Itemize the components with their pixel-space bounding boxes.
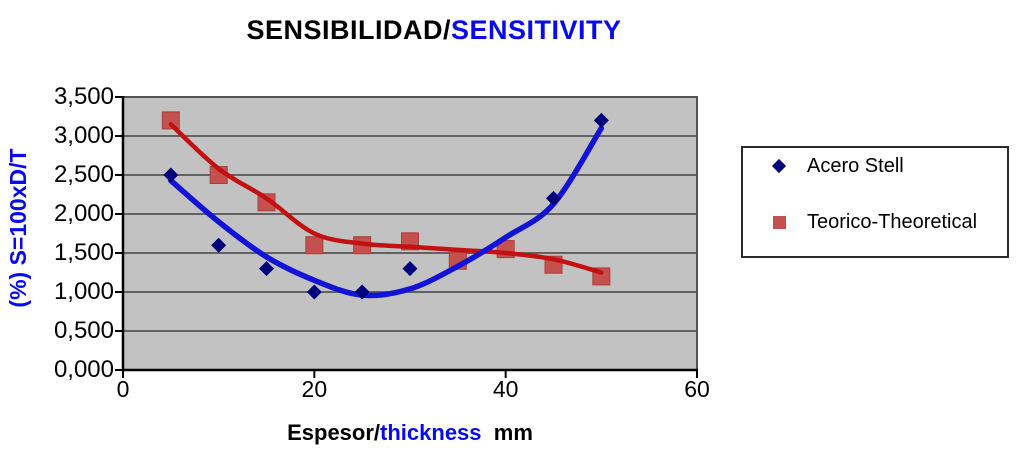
data-point-acero-stell [306,284,322,300]
x-axis-title-part1: Espesor/ [287,420,381,445]
chart-title-part1: SENSIBILIDAD/ [246,15,451,45]
x-axis-title: Espesor/thickness mm [123,420,697,446]
data-point-teorico-theoretical [305,236,324,255]
legend-item-teorico-theoretical: Teorico-Theoretical [763,208,977,236]
legend-marker-box [763,215,795,229]
data-point-teorico-theoretical [161,111,180,130]
legend-label-acero-stell: Acero Stell [807,154,904,177]
data-point-acero-stell [211,237,227,253]
legend-label-teorico-theoretical: Teorico-Theoretical [807,210,978,233]
legend-item-acero-stell: Acero Stell [763,152,904,180]
trend-line-teorico-theoretical [168,122,604,275]
data-point-acero-stell [593,112,609,128]
legend-marker-box [763,158,795,174]
square-marker-icon [772,215,786,229]
trend-line-acero-stell [168,125,605,299]
diamond-marker-icon [771,158,787,174]
chart-title: SENSIBILIDAD/SENSITIVITY [0,15,868,46]
data-point-acero-stell [354,284,370,300]
data-point-acero-stell [546,190,561,206]
chart-title-part2: SENSITIVITY [450,15,622,45]
data-point-acero-stell [259,261,274,277]
data-point-acero-stell [163,167,179,183]
legend: Acero Stell Teorico-Theoretical [741,146,1009,258]
x-axis-title-part2: thickness [380,420,482,445]
x-axis-title-part3: mm [481,420,533,445]
data-point-acero-stell [402,261,418,277]
